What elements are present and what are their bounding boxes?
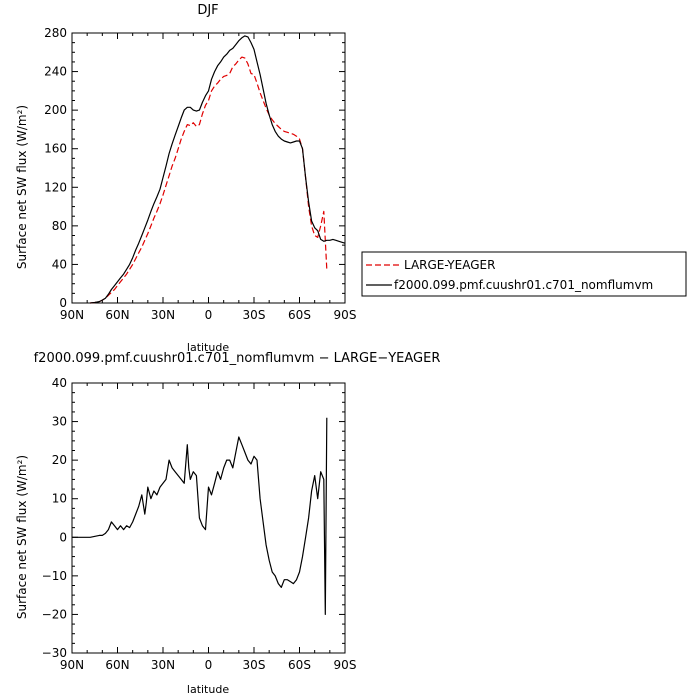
bottom-x-tick-label: 0 <box>205 658 213 672</box>
top-y-tick-label: 80 <box>52 219 67 233</box>
legend-label-large-yeager: LARGE-YEAGER <box>404 258 495 272</box>
bottom-series-line-0 <box>72 417 328 616</box>
top-y-tick-label: 240 <box>44 65 67 79</box>
top-chart-title: DJF <box>197 3 218 18</box>
bottom-x-tick-label: 90N <box>60 658 84 672</box>
top-x-tick-label: 90N <box>60 308 84 322</box>
top-y-tick-label: 120 <box>44 180 67 194</box>
top-series-line-0 <box>90 56 328 304</box>
top-x-tick-label: 0 <box>205 308 213 322</box>
legend: LARGE-YEAGER f2000.099.pmf.cuushr01.c701… <box>361 251 687 297</box>
bottom-y-axis-label: Surface net SW flux (W/m²) <box>15 455 29 619</box>
bottom-y-tick-label: −20 <box>42 607 67 621</box>
top-y-tick-label: 40 <box>52 257 67 271</box>
top-x-tick-label: 30S <box>243 308 266 322</box>
bottom-y-tick-label: 20 <box>52 453 67 467</box>
bottom-plot-area: 90N 60N 30N 0 30S 60S 90S −30 −20 −10 0 10 20 30 40 <box>42 376 357 672</box>
bottom-x-tick-label: 90S <box>334 658 357 672</box>
top-x-tick-label: 30N <box>151 308 175 322</box>
top-y-axis-label: Surface net SW flux (W/m²) <box>15 105 29 269</box>
top-panel: DJF 90N 60N 30N 0 30S 60S 90S 0 40 80 120 160 200 240… <box>15 3 356 354</box>
bottom-x-tick-label: 30S <box>243 658 266 672</box>
bottom-panel: f2000.099.pmf.cuushr01.c701_nomflumvm − … <box>15 351 440 696</box>
bottom-x-tick-label: 60N <box>105 658 129 672</box>
top-x-tick-label: 60S <box>288 308 311 322</box>
bottom-y-tick-label: −30 <box>42 646 67 660</box>
legend-label-f2000: f2000.099.pmf.cuushr01.c701_nomflumvm <box>394 278 653 292</box>
bottom-y-tick-label: 40 <box>52 376 67 390</box>
bottom-y-tick-label: 30 <box>52 415 67 429</box>
bottom-x-tick-label: 60S <box>288 658 311 672</box>
top-x-axis-label: latitude <box>187 341 229 354</box>
top-series-line-1 <box>90 35 346 304</box>
bottom-x-axis-label: latitude <box>187 683 229 696</box>
bottom-y-tick-label: 0 <box>59 530 67 544</box>
legend-box <box>361 251 687 297</box>
bottom-x-tick-label: 30N <box>151 658 175 672</box>
bottom-y-tick-label: −10 <box>42 569 67 583</box>
top-y-tick-label: 200 <box>44 103 67 117</box>
bottom-plot-frame <box>71 382 346 654</box>
top-y-tick-label: 0 <box>59 296 67 310</box>
top-plot-area: 90N 60N 30N 0 30S 60S 90S 0 40 80 120 160 200 240 280 <box>44 26 356 322</box>
bottom-chart-title: f2000.099.pmf.cuushr01.c701_nomflumvm − … <box>34 351 441 366</box>
top-x-tick-label: 60N <box>105 308 129 322</box>
top-y-tick-label: 280 <box>44 26 67 40</box>
top-x-tick-label: 90S <box>334 308 357 322</box>
bottom-y-tick-label: 10 <box>52 492 67 506</box>
top-y-tick-label: 160 <box>44 142 67 156</box>
